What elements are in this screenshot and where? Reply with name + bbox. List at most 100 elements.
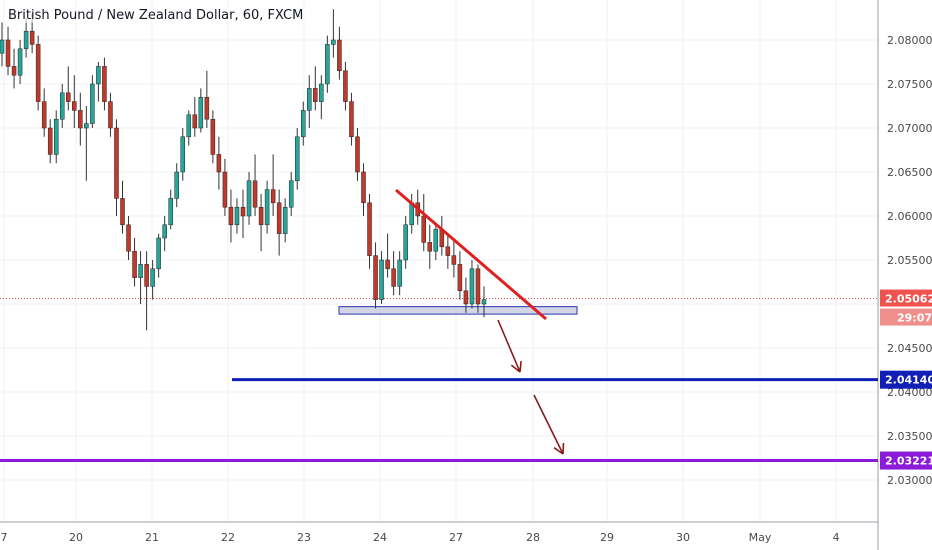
candle-body [421,215,426,243]
candle-body [403,224,408,261]
arrow-head [510,364,521,373]
candle-body [84,123,89,129]
candle-body [156,237,161,270]
price-tick-label: 2.04000 [887,386,932,399]
support-zone [0,298,878,315]
candle-body [114,127,119,199]
candle-body [66,92,71,102]
candle-body [150,268,155,287]
candle-body [228,206,234,226]
arrow-head [553,447,564,455]
candle-body [307,88,312,111]
time-tick-label: 24 [373,531,387,544]
candle-body [397,259,402,287]
price-tick-label: 2.07500 [887,78,932,91]
current-price-label: 2.05062 [885,293,932,306]
candle-body [391,268,396,287]
candle-body [198,96,204,129]
time-tick-label: 4 [833,531,840,544]
candle-body [481,299,487,305]
time-tick-label: 22 [221,531,235,544]
time-tick-label: May [749,531,772,544]
candle-body [379,259,384,300]
candle-body [270,189,276,204]
time-tick-label: 30 [676,531,690,544]
candle-body [216,154,222,173]
candle-body [144,264,149,287]
candle-body [349,101,354,138]
candle-body [445,246,451,256]
candle-body [240,206,246,217]
candle-body [325,44,330,85]
price-tick-label: 2.06000 [887,210,932,223]
candle-body [5,39,11,67]
candle-body [138,264,143,278]
candle-body [457,264,463,292]
grid [0,0,879,550]
price-tick-label: 2.03500 [887,430,932,443]
level-badge [880,370,932,389]
candle-body [331,39,336,45]
candle-body [385,259,390,270]
candle-body [469,268,475,305]
arrow-shaft[interactable] [497,319,521,373]
candle-body [282,206,288,234]
candle-body [47,127,53,155]
candle-body [174,171,179,199]
price-tick-label: 2.07000 [887,122,932,135]
level-badge-label: 2.03221 [885,455,932,468]
candle-body [126,224,131,252]
candle-body [373,255,378,300]
countdown-badge [880,308,932,326]
candle-body [204,96,210,120]
candle-body [0,39,5,54]
trendline[interactable] [395,188,547,321]
time-tick-label: 27 [449,531,463,544]
time-axis[interactable]: 7 20 21 22 23 24 27 28 29 30 May 4 [1,531,840,544]
candle-body [361,171,366,204]
candle-body [264,189,270,226]
candle-body [301,110,306,138]
candle-body [60,92,65,120]
time-tick-label: 29 [600,531,614,544]
candle-body [337,39,342,72]
time-tick-label: 28 [526,531,540,544]
support-zone-rect [338,306,578,315]
candle-body [72,101,77,111]
candle-body [246,180,252,217]
candle-body [186,114,192,138]
price-tick-label: 2.04500 [887,342,932,355]
candle-body [102,66,107,102]
candle-body [180,136,185,173]
candle-body [343,70,348,102]
candle-body [192,114,198,129]
candle-body [120,198,125,226]
arrow-shaft[interactable] [533,394,564,455]
candle-body [162,224,167,239]
candle-body [41,101,47,129]
chart-title: British Pound / New Zealand Dollar, 60, … [6,8,306,23]
price-axis[interactable]: 2.08000 2.07500 2.07000 2.06500 2.06000 2.055… [880,34,932,487]
candle-body [427,242,433,252]
candle-body [132,250,137,278]
current-price-badge [880,289,932,307]
candle-body [451,255,457,265]
candle-body [475,268,481,305]
candle-body [29,30,35,45]
candle-body [78,110,83,129]
candles [0,9,487,331]
time-tick-label: 23 [297,531,311,544]
candle-body [96,66,101,85]
candle-body [319,83,324,102]
candle-body [252,180,258,208]
level-badge-label: 2.04140 [885,374,932,387]
candle-body [463,290,469,305]
price-tick-label: 2.06500 [887,166,932,179]
candle-body [23,30,29,50]
arrow-head [519,360,522,373]
candle-body [288,180,294,208]
horizontal-levels [0,378,878,463]
candle-body [90,83,95,124]
candle-body [433,228,439,252]
